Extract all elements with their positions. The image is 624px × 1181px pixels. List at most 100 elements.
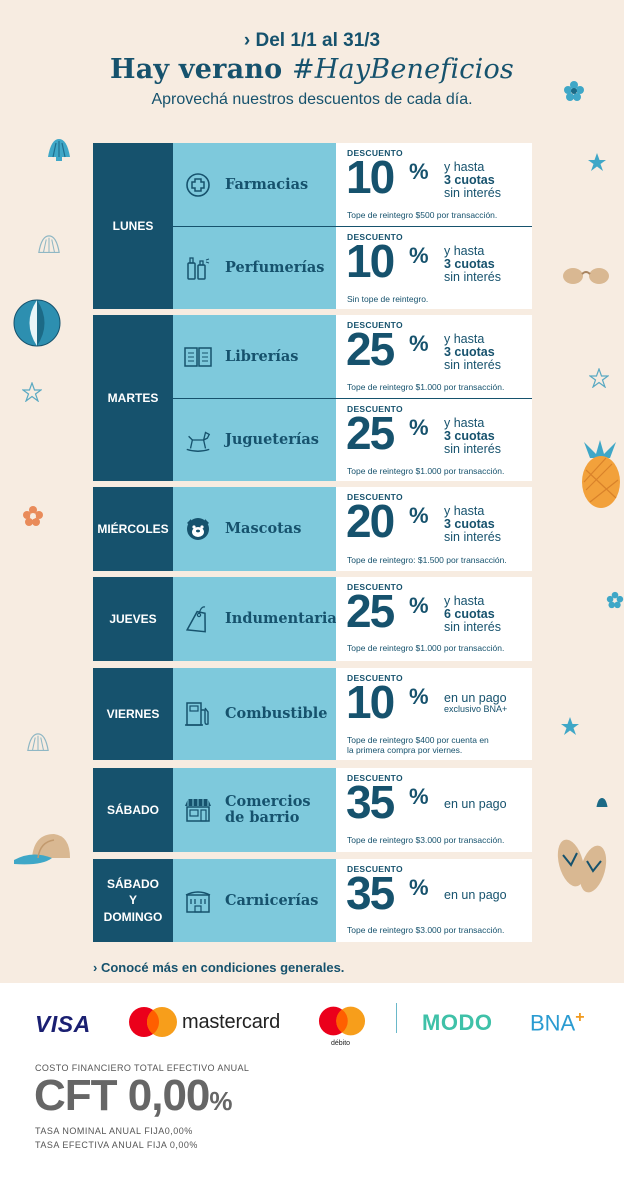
tea-value: TASA EFECTIVA ANUAL FIJA 0,00% <box>35 1140 198 1150</box>
starfish-icon <box>588 153 606 171</box>
cap-icon <box>14 834 70 865</box>
flower-icon <box>606 591 624 609</box>
refund-cap: Tope de reintegro $3.000 por transacción… <box>347 835 505 845</box>
offer-row-mascotas: Mascotas DESCUENTO 20 % y hasta 3 cuotas… <box>173 487 532 571</box>
mastercard-wordmark: mastercard <box>182 1011 281 1033</box>
day-label: SÁBADO Y DOMINGO <box>93 859 173 942</box>
flower-icon <box>23 506 43 526</box>
day-label: VIERNES <box>93 668 173 760</box>
category-label: Carnicerías <box>225 891 319 909</box>
discount-card: DESCUENTO 10 % y hasta 3 cuotas sin inte… <box>336 227 532 309</box>
pharmacy-cross-icon <box>183 170 213 200</box>
payment-terms: en un pago exclusivo BNA+ <box>444 691 508 715</box>
page-title: Hay verano #HayBeneficios <box>0 54 624 85</box>
discount-percent: 10 <box>346 151 395 203</box>
open-book-icon <box>183 342 213 372</box>
discount-percent: 20 <box>346 495 395 547</box>
conditions-link[interactable]: › Conocé más en condiciones generales. <box>93 960 345 975</box>
modo-logo: MODO <box>422 1010 493 1035</box>
butcher-shop-icon <box>183 886 213 916</box>
payment-terms: en un pago <box>444 797 507 811</box>
shell-icon <box>38 235 60 254</box>
refund-cap: Tope de reintegro $1.000 por transacción… <box>347 466 505 476</box>
category-label: Indumentaria <box>225 610 337 628</box>
day-label: LUNES <box>93 143 173 309</box>
offer-row-librerias: Librerías DESCUENTO 25 % y hasta 3 cuota… <box>173 315 532 398</box>
payment-terms: en un pago <box>444 888 507 902</box>
installment-terms: y hasta 3 cuotas sin interés <box>444 160 501 201</box>
day-label: MIÉRCOLES <box>93 487 173 571</box>
fuel-pump-icon <box>183 699 213 729</box>
discount-card: DESCUENTO 25 % y hasta 3 cuotas sin inte… <box>336 315 532 398</box>
installment-terms: y hasta 3 cuotas sin interés <box>444 244 501 285</box>
title-hashtag: #HayBeneficios <box>291 54 514 85</box>
offer-row-farmacias: Farmacias DESCUENTO 10 % y hasta 3 cuota… <box>173 143 532 226</box>
offer-row-carnicerias: Carnicerías DESCUENTO 35 % en un pago To… <box>173 859 532 942</box>
starfish-icon <box>589 368 609 388</box>
discount-card: DESCUENTO 25 % y hasta 6 cuotas sin inte… <box>336 577 532 661</box>
refund-cap: Tope de reintegro $1.000 por transacción… <box>347 382 505 392</box>
visa-logo: VISA <box>35 1011 91 1037</box>
refund-cap: Tope de reintegro $1.000 por transacción… <box>347 643 505 653</box>
discount-percent: 25 <box>346 585 395 637</box>
clothing-tag-icon <box>183 604 213 634</box>
discount-card: DESCUENTO 10 % en un pago exclusivo BNA+… <box>336 668 532 760</box>
discount-percent: 35 <box>346 867 395 919</box>
divider <box>173 398 532 399</box>
day-label: JUEVES <box>93 577 173 661</box>
cft-label: COSTO FINANCIERO TOTAL EFECTIVO ANUAL <box>35 1063 250 1073</box>
installment-terms: y hasta 3 cuotas sin interés <box>444 416 501 457</box>
discount-card: DESCUENTO 20 % y hasta 3 cuotas sin inte… <box>336 487 532 571</box>
flip-flops-icon <box>557 839 607 893</box>
sunglasses-icon <box>563 268 609 284</box>
installment-terms: y hasta 3 cuotas sin interés <box>444 504 501 545</box>
shell-icon <box>48 139 70 161</box>
category-label: Combustible <box>225 705 328 723</box>
perfume-bottle-icon <box>183 253 213 283</box>
mastercard-logo-icon <box>129 1007 177 1037</box>
discount-percent: 10 <box>346 676 395 728</box>
discount-percent: 10 <box>346 235 395 287</box>
offer-row-perfumerias: Perfumerías DESCUENTO 10 % y hasta 3 cuo… <box>173 227 532 309</box>
category-label: Perfumerías <box>225 259 325 277</box>
refund-cap: Sin tope de reintegro. <box>347 294 429 304</box>
offer-row-comercios-de-barrio: Comercios de barrio DESCUENTO 35 % en un… <box>173 768 532 852</box>
day-label: SÁBADO <box>93 768 173 852</box>
shell-icon <box>27 733 49 752</box>
tna-value: TASA NOMINAL ANUAL FIJA0,00% <box>35 1126 193 1136</box>
discount-card: DESCUENTO 10 % y hasta 3 cuotas sin inte… <box>336 143 532 226</box>
divider <box>396 1003 397 1033</box>
refund-cap: Tope de reintegro $500 por transacción. <box>347 210 498 220</box>
category-label: Mascotas <box>225 520 302 538</box>
discount-card: DESCUENTO 35 % en un pago Tope de reinte… <box>336 859 532 942</box>
shell-icon <box>596 798 608 807</box>
day-block-sabado-y-domingo: SÁBADO Y DOMINGO Carnicerías DESCUENTO 3… <box>93 859 532 942</box>
promo-dates: › Del 1/1 al 31/3 <box>243 30 381 51</box>
day-block-viernes: VIERNES Combustible DESCUENTO 10 % en un… <box>93 668 532 760</box>
day-block-sabado: SÁBADO Comercios de barrio DESCUENTO 35 … <box>93 768 532 852</box>
category-label: Comercios de barrio <box>225 793 311 826</box>
category-label: Jugueterías <box>225 431 319 449</box>
header: › Del 1/1 al 31/3 Hay verano #HayBenefic… <box>0 30 624 109</box>
installment-terms: y hasta 6 cuotas sin interés <box>444 594 501 635</box>
discount-percent: 25 <box>346 323 395 375</box>
title-main: Hay verano <box>110 54 283 85</box>
category-label: Librerías <box>225 347 299 365</box>
divider <box>173 226 532 227</box>
offer-row-jugueterias: Jugueterías DESCUENTO 25 % y hasta 3 cuo… <box>173 399 532 481</box>
day-block-lunes: LUNES Farmacias DESCUENTO 10 % y hasta 3… <box>93 143 532 309</box>
offer-row-combustible: Combustible DESCUENTO 10 % en un pago ex… <box>173 668 532 760</box>
starfish-icon <box>22 382 42 402</box>
debit-label: débito <box>331 1040 351 1047</box>
discount-card: DESCUENTO 25 % y hasta 3 cuotas sin inte… <box>336 399 532 481</box>
storefront-icon <box>183 795 213 825</box>
cft-value: CFT 0,00% <box>34 1071 233 1120</box>
pineapple-icon <box>582 440 620 508</box>
footer: VISA mastercard débito MODO BNA+ COSTO F… <box>0 983 624 1181</box>
mastercard-debit-logo-icon <box>318 1006 366 1036</box>
category-label: Farmacias <box>225 175 309 193</box>
day-block-miercoles: MIÉRCOLES Mascotas DESCUENTO 20 % y hast… <box>93 487 532 571</box>
page-subtitle: Aprovechá nuestros descuentos de cada dí… <box>151 91 473 108</box>
installment-terms: y hasta 3 cuotas sin interés <box>444 332 501 373</box>
offer-row-indumentaria: Indumentaria DESCUENTO 25 % y hasta 6 cu… <box>173 577 532 661</box>
